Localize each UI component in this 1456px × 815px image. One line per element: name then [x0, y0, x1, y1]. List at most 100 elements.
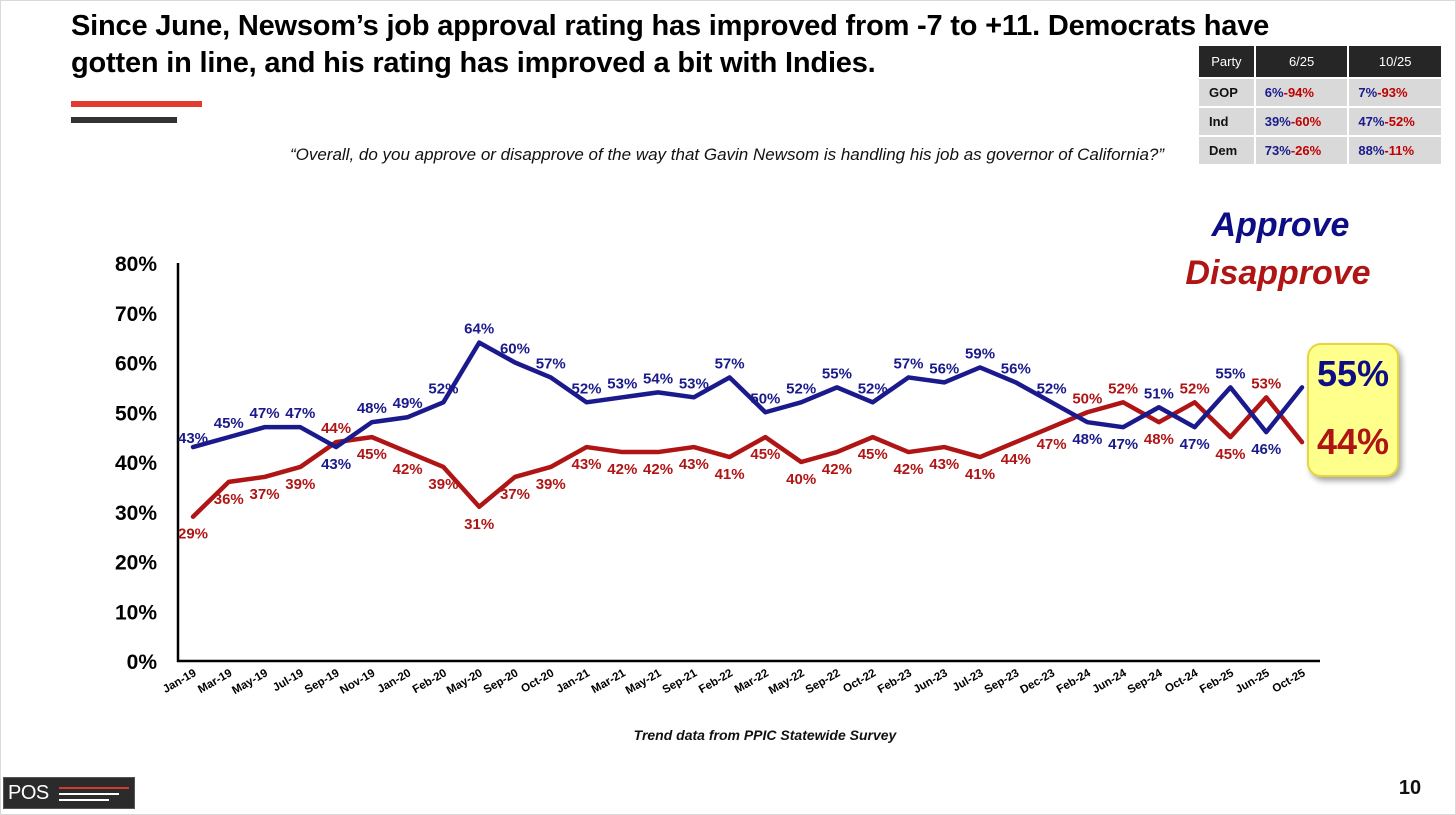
party-table-header: Party	[1197, 44, 1256, 79]
approve-data-label: 48%	[357, 400, 387, 417]
disapprove-data-label: 42%	[643, 461, 673, 478]
x-tick-label: Oct-20	[519, 667, 556, 695]
logo-stripe	[59, 799, 109, 801]
x-tick-label: May-19	[230, 667, 270, 697]
x-tick-label: Jul-19	[271, 667, 306, 694]
disapprove-value: 93%	[1381, 85, 1408, 100]
disapprove-data-label: 31%	[464, 516, 494, 533]
approve-data-label: 45%	[214, 415, 244, 432]
approve-data-label: 46%	[1251, 441, 1281, 458]
x-tick-label: May-21	[624, 667, 664, 697]
disapprove-data-label: 29%	[178, 526, 208, 543]
logo-stripe	[59, 787, 129, 789]
latest-result-callout: 55% 44%	[1307, 343, 1399, 477]
party-value-jun: 73%-26%	[1253, 135, 1350, 166]
y-tick-label: 20%	[115, 552, 157, 575]
disapprove-data-label: 48%	[1144, 431, 1174, 448]
disapprove-data-label: 45%	[858, 446, 888, 463]
party-name: Ind	[1197, 106, 1256, 137]
x-tick-label: Feb-25	[1198, 667, 1237, 696]
approve-value: 73%	[1264, 143, 1291, 158]
approve-data-label: 55%	[1215, 365, 1245, 382]
x-tick-label: May-20	[445, 667, 485, 697]
x-tick-label: Mar-21	[590, 667, 629, 696]
party-value-oct: 47%-52%	[1347, 106, 1443, 137]
y-tick-label: 40%	[115, 452, 157, 475]
disapprove-data-label: 42%	[822, 461, 852, 478]
party-name: GOP	[1197, 77, 1256, 108]
slide-title: Since June, Newsom’s job approval rating…	[71, 10, 1270, 79]
approve-data-label: 52%	[428, 380, 458, 397]
x-tick-label: Jan-20	[376, 667, 414, 696]
disapprove-data-label: 52%	[1108, 380, 1138, 397]
disapprove-data-label: 43%	[679, 456, 709, 473]
logo-text: POS	[8, 782, 49, 804]
disapprove-data-label: 43%	[929, 456, 959, 473]
disapprove-value: 26%	[1295, 143, 1322, 158]
survey-question: “Overall, do you approve or disapprove o…	[289, 145, 1165, 164]
title-accent-bar-red	[71, 101, 202, 107]
y-tick-label: 10%	[115, 601, 157, 624]
approve-data-label: 53%	[679, 375, 709, 392]
x-tick-label: Feb-23	[876, 667, 914, 696]
x-tick-label: Jun-23	[912, 667, 950, 696]
approve-data-label: 57%	[536, 355, 566, 372]
y-tick-label: 70%	[115, 303, 157, 326]
approve-data-label: 54%	[643, 370, 673, 387]
party-table-row-ind: Ind 39%-60% 47%-52%	[1197, 106, 1443, 137]
party-name: Dem	[1197, 135, 1256, 166]
approve-data-label: 47%	[250, 405, 280, 422]
party-table-row-gop: GOP 6%-94% 7%-93%	[1197, 77, 1443, 108]
disapprove-data-label: 50%	[1072, 390, 1102, 407]
x-tick-label: Dec-23	[1018, 667, 1057, 696]
x-tick-label: Oct-22	[841, 667, 878, 695]
disapprove-data-label: 42%	[893, 461, 923, 478]
logo-stripe	[59, 793, 119, 795]
approve-data-label: 50%	[750, 390, 780, 407]
x-tick-label: Sep-21	[661, 667, 700, 697]
disapprove-data-label: 42%	[393, 461, 423, 478]
party-table-row-dem: Dem 73%-26% 88%-11%	[1197, 135, 1443, 166]
disapprove-data-label: 43%	[572, 456, 602, 473]
x-tick-label: Feb-20	[411, 667, 449, 696]
approve-value: 39%	[1264, 114, 1291, 129]
value-separator: -	[1384, 143, 1389, 158]
disapprove-value: 52%	[1388, 114, 1415, 129]
approve-data-label: 52%	[858, 380, 888, 397]
callout-approve-value: 55%	[1316, 353, 1390, 394]
x-tick-label: Feb-24	[1055, 667, 1094, 696]
disapprove-value: 60%	[1295, 114, 1322, 129]
disapprove-data-label: 45%	[1215, 446, 1245, 463]
x-tick-label: May-22	[767, 667, 807, 697]
x-tick-label: Jun-25	[1234, 667, 1273, 696]
approve-data-label: 47%	[1180, 436, 1210, 453]
party-value-jun: 6%-94%	[1253, 77, 1350, 108]
approve-data-label: 56%	[1001, 360, 1031, 377]
y-tick-label: 0%	[127, 651, 158, 674]
approve-data-label: 57%	[893, 355, 923, 372]
disapprove-series-line	[190, 395, 1305, 519]
approve-data-label: 52%	[572, 380, 602, 397]
approve-data-label: 55%	[822, 365, 852, 382]
title-accent-bar-dark	[71, 117, 177, 123]
legend-disapprove: Disapprove	[1185, 254, 1371, 292]
disapprove-data-label: 42%	[607, 461, 637, 478]
approve-data-label: 43%	[321, 456, 351, 473]
legend-approve: Approve	[1211, 206, 1350, 244]
disapprove-value: 94%	[1287, 85, 1314, 100]
y-tick-label: 50%	[115, 402, 157, 425]
x-tick-label: Sep-22	[804, 667, 843, 696]
approve-data-label: 52%	[786, 380, 816, 397]
disapprove-data-label: 52%	[1180, 380, 1210, 397]
approve-data-label: 51%	[1144, 385, 1174, 402]
x-tick-label: Jan-19	[161, 667, 199, 696]
disapprove-data-label: 39%	[285, 476, 315, 493]
approve-data-label: 53%	[607, 375, 637, 392]
disapprove-data-label: 45%	[750, 446, 780, 463]
approve-data-label: 59%	[965, 345, 995, 362]
disapprove-data-label: 45%	[357, 446, 387, 463]
approve-data-label: 64%	[464, 321, 494, 338]
approve-value: 6%	[1264, 85, 1284, 100]
disapprove-data-label: 47%	[1037, 436, 1067, 453]
